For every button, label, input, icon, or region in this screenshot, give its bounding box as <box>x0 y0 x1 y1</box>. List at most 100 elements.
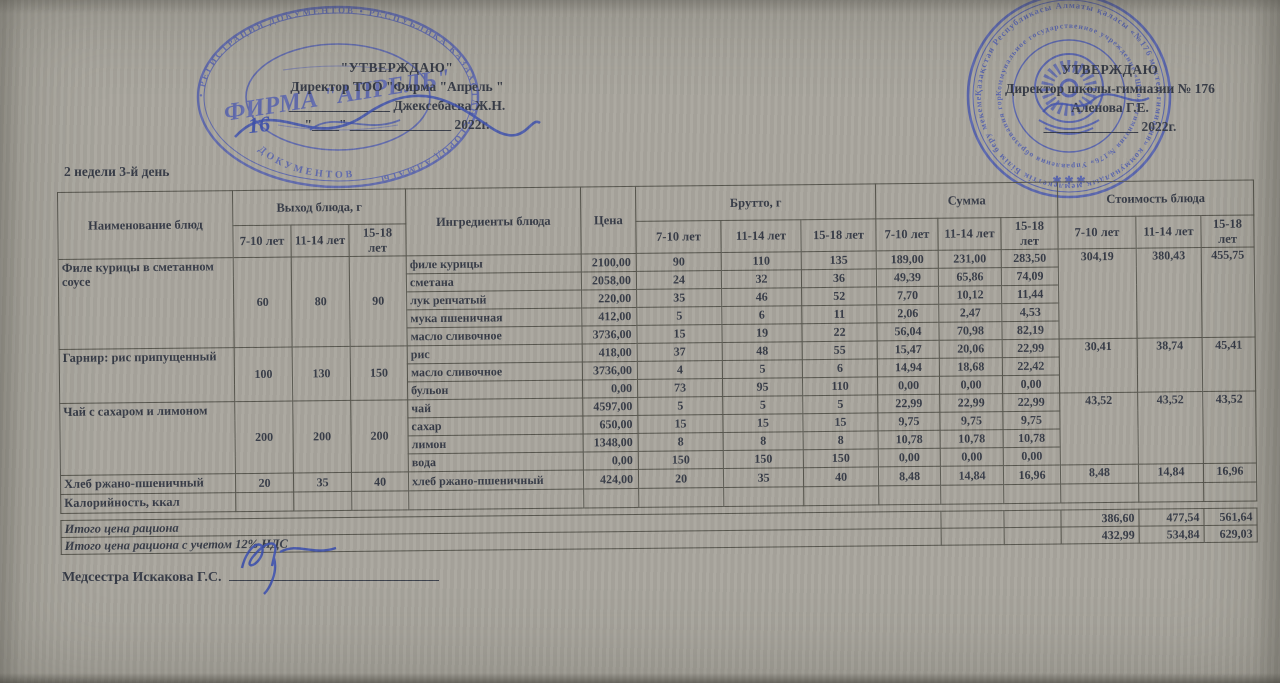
brutto-value: 15 <box>637 414 724 434</box>
dish-cost-value: 38,74 <box>1137 337 1203 393</box>
ingredient-name: вода <box>408 452 584 472</box>
dish-name: Филе курицы в сметанном соусе <box>58 257 235 350</box>
brutto-value: 55 <box>802 340 878 360</box>
sum-value: 4,53 <box>1001 303 1059 322</box>
price-value: 1348,00 <box>583 433 639 453</box>
out-value: 100 <box>234 347 293 402</box>
svg-text:ДОКУМЕНТОВ: ДОКУМЕНТОВ <box>256 144 356 181</box>
sum-value: 283,50 <box>1001 249 1059 268</box>
approve-signature-line: Аленова Г.Е. <box>1071 100 1149 115</box>
brutto-value: 48 <box>722 341 803 361</box>
brutto-value: 6 <box>721 305 802 325</box>
price-value: 424,00 <box>583 469 639 490</box>
empty-cell <box>723 486 804 507</box>
sum-value: 74,09 <box>1001 267 1059 286</box>
price-value: 650,00 <box>582 415 639 435</box>
totals-value: 386,60 <box>1060 509 1140 528</box>
brutto-value: 35 <box>723 467 804 488</box>
ingredient-name: хлеб ржано-пшеничный <box>408 470 584 491</box>
sum-value: 14,84 <box>940 465 1004 486</box>
sum-value: 231,00 <box>938 249 1002 269</box>
brutto-value: 52 <box>801 286 877 306</box>
sum-value: 9,75 <box>877 412 941 431</box>
brutto-value: 110 <box>721 251 802 271</box>
sum-value: 2,06 <box>876 304 939 323</box>
brutto-value: 5 <box>802 394 878 414</box>
price-value: 418,00 <box>582 343 638 363</box>
dish-name: Чай с сахаром и лимоном <box>59 401 236 476</box>
price-value: 4597,00 <box>582 397 638 417</box>
empty-cell <box>1003 510 1062 528</box>
out-value: 20 <box>235 473 294 493</box>
sum-value: 22,42 <box>1002 357 1060 376</box>
sum-value: 0,00 <box>1003 447 1061 466</box>
price-value: 3736,00 <box>581 325 638 345</box>
sum-value: 189,00 <box>876 250 939 269</box>
out-value: 35 <box>293 472 352 493</box>
out-value: 200 <box>234 401 294 474</box>
brutto-value: 90 <box>636 252 722 272</box>
totals-value: 477,54 <box>1138 508 1205 527</box>
dish-name: Гарнир: рис припущенный <box>59 347 235 404</box>
sum-value: 0,00 <box>1002 375 1060 394</box>
dish-cost-value: 43,52 <box>1137 391 1204 465</box>
brutto-value: 4 <box>637 360 723 380</box>
age-col-header: 7-10 лет <box>635 220 722 254</box>
sum-value: 10,12 <box>938 285 1002 305</box>
dish-cost-value: 30,41 <box>1059 338 1138 394</box>
brutto-value: 40 <box>803 466 879 487</box>
brutto-value: 15 <box>802 412 879 432</box>
approve-title: "УТВЕРЖДАЮ" <box>340 60 454 75</box>
out-value: 90 <box>349 255 408 347</box>
ingredient-name: лимон <box>408 434 584 454</box>
brutto-value: 8 <box>803 430 879 450</box>
empty-cell <box>878 485 941 505</box>
nurse-label: Медсестра Искакова Г.С. <box>62 570 222 585</box>
brutto-value: 37 <box>637 342 723 362</box>
brutto-value: 15 <box>636 324 723 344</box>
col-header-sum-group: Сумма <box>875 182 1058 219</box>
empty-cell <box>408 489 584 510</box>
price-value: 0,00 <box>582 379 638 399</box>
sum-value: 8,48 <box>878 466 941 486</box>
approve-date-line: ______________ 2022г. <box>1043 119 1177 134</box>
sum-value: 10,78 <box>940 429 1004 449</box>
price-value: 2058,00 <box>581 271 637 291</box>
sum-value: 49,39 <box>876 268 939 287</box>
brutto-value: 35 <box>636 288 722 308</box>
ingredient-name: масло сливочное <box>407 362 583 382</box>
price-value: 2100,00 <box>581 253 637 273</box>
brutto-value: 5 <box>636 306 722 326</box>
totals-value: 629,03 <box>1204 524 1258 543</box>
age-col-header: 11-14 лет <box>1135 215 1202 249</box>
sum-value: 7,70 <box>876 286 939 305</box>
empty-cell <box>351 490 409 511</box>
age-col-header: 11-14 лет <box>720 219 802 253</box>
sum-value: 20,06 <box>939 339 1003 359</box>
approve-director-line: Директор ТОО "Фирма "Апрель " <box>290 79 504 94</box>
approval-block-right: УТВЕРЖДАЮ Директор школы-гимназии № 176 … <box>960 60 1260 136</box>
age-col-header: 15-18 лет <box>1200 214 1255 248</box>
ingredient-name: лук репчатый <box>406 290 582 310</box>
dish-cost-value: 16,96 <box>1203 462 1257 483</box>
empty-cell <box>941 527 1005 546</box>
sum-value: 22,99 <box>877 394 940 413</box>
brutto-value: 15 <box>722 413 804 433</box>
empty-cell <box>940 510 1005 529</box>
ingredient-name: филе курицы <box>406 254 582 274</box>
col-header-dish: Наименование блюд <box>57 190 234 260</box>
col-header-brutto-group: Брутто, г <box>635 183 876 222</box>
col-header-ingredients: Ингредиенты блюда <box>405 187 582 256</box>
sum-value: 14,94 <box>877 358 940 377</box>
sum-value: 0,00 <box>939 375 1003 395</box>
empty-cell <box>803 485 879 506</box>
sum-value: 18,68 <box>939 357 1003 377</box>
brutto-value: 11 <box>801 304 877 324</box>
age-col-header: 7-10 лет <box>232 225 292 258</box>
brutto-value: 5 <box>722 395 803 415</box>
brutto-value: 73 <box>637 378 723 398</box>
dish-cost-value: 43,52 <box>1202 390 1257 464</box>
out-value: 200 <box>292 400 352 474</box>
dish-cost-value: 455,75 <box>1201 246 1256 338</box>
